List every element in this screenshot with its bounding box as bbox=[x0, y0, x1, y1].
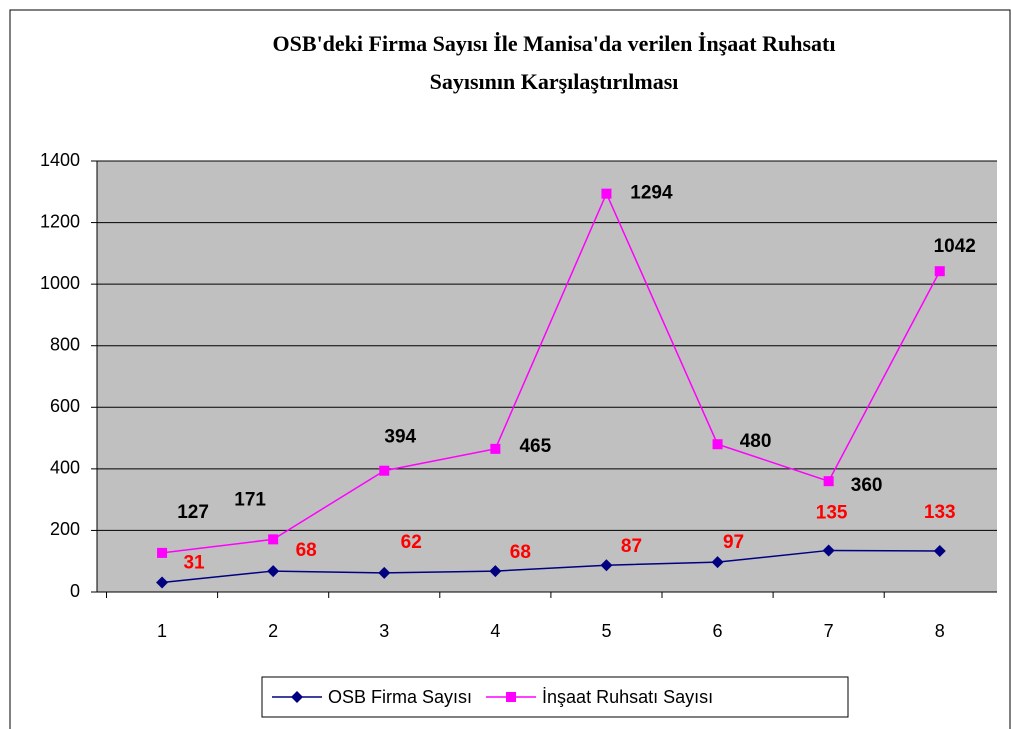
y-tick-label: 200 bbox=[50, 519, 80, 539]
data-label: 97 bbox=[723, 532, 744, 553]
y-tick-label: 600 bbox=[50, 396, 80, 416]
marker bbox=[711, 556, 724, 569]
data-label: 68 bbox=[510, 542, 531, 563]
data-label: 31 bbox=[183, 552, 205, 573]
y-tick-label: 1200 bbox=[40, 211, 80, 231]
x-tick-label: 1 bbox=[157, 621, 167, 641]
data-label: 127 bbox=[177, 502, 209, 523]
x-tick-label: 8 bbox=[935, 621, 945, 641]
plot-area bbox=[97, 161, 997, 592]
x-tick-label: 4 bbox=[490, 621, 500, 641]
x-tick-label: 7 bbox=[824, 621, 834, 641]
legend-label: OSB Firma Sayısı bbox=[328, 687, 472, 707]
marker bbox=[490, 443, 501, 454]
y-tick-label: 1000 bbox=[40, 273, 80, 293]
marker bbox=[157, 547, 168, 558]
marker bbox=[823, 476, 834, 487]
data-label: 68 bbox=[296, 540, 317, 561]
legend-label: İnşaat Ruhsatı Sayısı bbox=[542, 687, 713, 707]
data-label: 135 bbox=[816, 502, 848, 523]
data-label: 480 bbox=[740, 431, 772, 452]
data-label: 465 bbox=[519, 436, 551, 457]
marker bbox=[268, 534, 279, 545]
y-tick-label: 400 bbox=[50, 458, 80, 478]
marker bbox=[822, 544, 835, 557]
x-tick-label: 2 bbox=[268, 621, 278, 641]
marker bbox=[156, 576, 169, 589]
data-label: 360 bbox=[851, 475, 883, 496]
marker bbox=[291, 691, 303, 703]
y-tick-label: 1400 bbox=[40, 150, 80, 170]
marker bbox=[379, 465, 390, 476]
y-tick-label: 800 bbox=[50, 334, 80, 354]
marker bbox=[934, 266, 945, 277]
data-label: 62 bbox=[401, 532, 422, 553]
marker bbox=[267, 565, 280, 578]
x-tick-label: 5 bbox=[601, 621, 611, 641]
chart-title: OSB'deki Firma Sayısı İle Manisa'da veri… bbox=[273, 31, 836, 56]
chart-title: Sayısının Karşılaştırılması bbox=[430, 69, 679, 94]
data-label: 133 bbox=[924, 502, 956, 523]
series-line bbox=[161, 191, 941, 554]
x-tick-label: 6 bbox=[713, 621, 723, 641]
data-label: 1294 bbox=[630, 183, 673, 204]
data-label: 171 bbox=[234, 489, 266, 510]
series-line bbox=[161, 549, 940, 584]
data-label: 394 bbox=[384, 427, 416, 448]
marker bbox=[378, 566, 391, 579]
x-tick-label: 3 bbox=[379, 621, 389, 641]
data-label: 87 bbox=[621, 536, 642, 557]
y-tick-label: 0 bbox=[70, 581, 80, 601]
marker bbox=[600, 559, 613, 572]
data-label: 1042 bbox=[934, 236, 976, 257]
marker bbox=[933, 545, 946, 558]
legend bbox=[261, 676, 849, 718]
marker bbox=[489, 565, 502, 578]
marker bbox=[712, 439, 723, 450]
marker bbox=[601, 188, 612, 199]
marker bbox=[506, 692, 517, 702]
